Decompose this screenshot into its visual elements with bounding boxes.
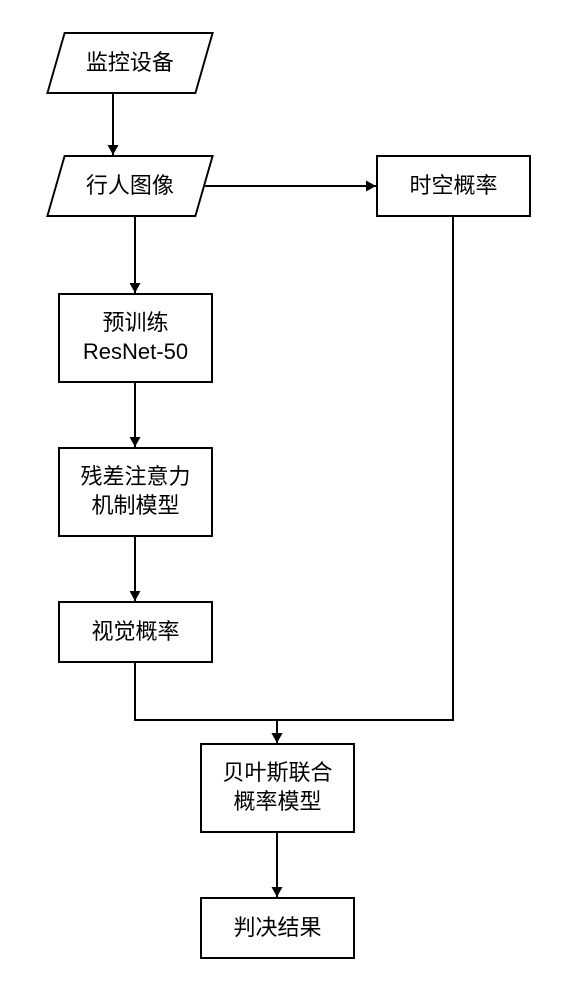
flowchart-canvas: 监控设备行人图像 时空概率预训练 ResNet-50 残差注意力 机制模型视觉概率贝…: [0, 0, 586, 1000]
node-label: 判决结果: [233, 914, 321, 943]
node-n2: 行人图像: [46, 155, 214, 217]
edge-n6-n7: [135, 663, 277, 743]
arrowhead: [366, 181, 376, 192]
node-n1: 监控设备: [46, 32, 214, 94]
node-n6: 视觉概率: [58, 601, 213, 663]
node-label: 监控设备: [86, 49, 174, 78]
node-n7: 贝叶斯联合 概率模型: [200, 743, 355, 833]
node-n8: 判决结果: [200, 897, 355, 959]
edge-n3-n7: [277, 217, 453, 743]
node-label: 贝叶斯联合 概率模型: [222, 759, 332, 816]
node-label: 视觉概率: [91, 618, 179, 647]
node-label: 预训练 ResNet-50: [83, 309, 188, 366]
arrowhead: [272, 733, 283, 743]
arrowhead: [130, 437, 141, 447]
node-label: 行人图像: [86, 172, 174, 201]
arrowhead: [272, 887, 283, 897]
node-label: 时空概率: [409, 172, 497, 201]
arrowhead: [108, 145, 119, 155]
node-n3: 时空概率: [376, 155, 531, 217]
arrowhead: [272, 733, 283, 743]
node-label: 残差注意力 机制模型: [80, 463, 190, 520]
node-n4: 预训练 ResNet-50: [58, 293, 213, 383]
node-n5: 残差注意力 机制模型: [58, 447, 213, 537]
arrowhead: [130, 283, 141, 293]
arrowhead: [130, 591, 141, 601]
